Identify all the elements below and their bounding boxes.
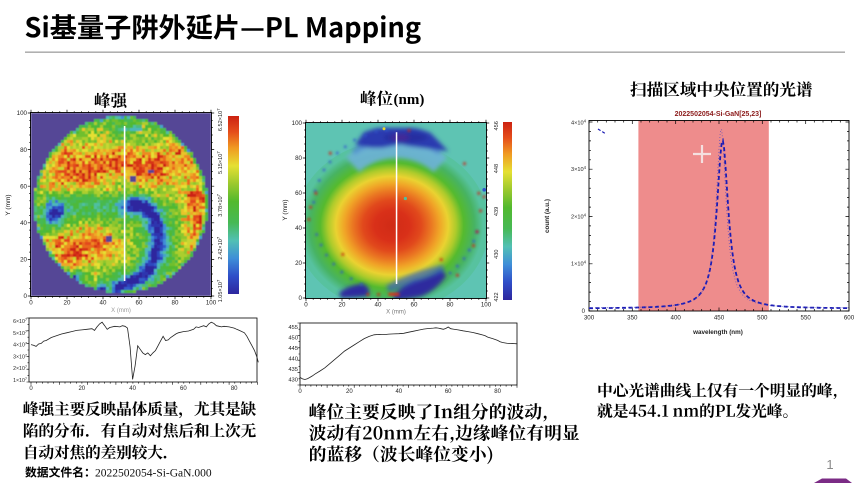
svg-text:80: 80 (172, 300, 179, 307)
svg-text:550: 550 (801, 315, 812, 322)
svg-text:X (mm): X (mm) (111, 308, 131, 314)
svg-text:2022502054-Si-GaN[25,23]: 2022502054-Si-GaN[25,23] (675, 111, 762, 118)
svg-text:40: 40 (395, 389, 402, 395)
svg-text:40: 40 (100, 300, 107, 307)
svg-text:60: 60 (180, 386, 187, 392)
svg-text:430: 430 (288, 378, 298, 384)
svg-text:Y (mm): Y (mm) (5, 194, 12, 215)
svg-text:20: 20 (20, 257, 27, 264)
svg-text:100: 100 (481, 302, 492, 309)
svg-text:2.42×107: 2.42×107 (216, 236, 224, 259)
svg-text:435: 435 (288, 367, 298, 373)
svg-text:0: 0 (29, 300, 33, 307)
svg-text:80: 80 (295, 155, 302, 162)
svg-text:2×104: 2×104 (571, 212, 587, 220)
svg-text:422: 422 (494, 292, 500, 301)
svg-text:80: 80 (447, 302, 454, 309)
svg-text:2022502054-Si-GaN.000: 2022502054-Si-GaN.000 (95, 468, 212, 480)
svg-text:445: 445 (288, 346, 298, 352)
svg-text:20: 20 (339, 302, 346, 309)
svg-text:40: 40 (20, 220, 27, 227)
svg-text:600: 600 (844, 315, 855, 322)
svg-text:100: 100 (17, 110, 28, 117)
svg-text:0: 0 (298, 389, 302, 395)
svg-text:60: 60 (295, 190, 302, 197)
svg-text:2×107: 2×107 (13, 364, 27, 372)
svg-text:440: 440 (288, 357, 298, 363)
svg-text:(nm): (nm) (394, 92, 425, 108)
svg-text:448: 448 (494, 164, 500, 173)
svg-text:80: 80 (231, 386, 238, 392)
svg-text:60: 60 (20, 183, 27, 190)
svg-text:1×107: 1×107 (13, 376, 27, 384)
svg-text:40: 40 (375, 302, 382, 309)
svg-text:40: 40 (129, 386, 136, 392)
svg-text:80: 80 (20, 147, 27, 154)
svg-text:400: 400 (671, 315, 682, 322)
svg-text:count (a.u.): count (a.u.) (544, 199, 551, 233)
svg-text:3×107: 3×107 (13, 352, 27, 360)
svg-text:Y (mm): Y (mm) (282, 199, 289, 220)
svg-text:450: 450 (288, 336, 298, 342)
svg-text:1: 1 (826, 457, 833, 472)
svg-text:0: 0 (299, 295, 303, 302)
svg-text:500: 500 (757, 315, 768, 322)
svg-text:0: 0 (29, 386, 33, 392)
svg-text:4×107: 4×107 (13, 341, 27, 349)
svg-text:6×107: 6×107 (13, 317, 27, 325)
svg-text:20: 20 (346, 389, 353, 395)
svg-text:0: 0 (582, 309, 586, 315)
svg-text:20: 20 (64, 300, 71, 307)
svg-text:350: 350 (627, 315, 638, 322)
svg-text:6.52×107: 6.52×107 (216, 108, 224, 131)
svg-text:100: 100 (292, 120, 303, 127)
svg-text:3.78×107: 3.78×107 (216, 193, 224, 216)
svg-text:439: 439 (494, 207, 500, 216)
svg-text:456: 456 (494, 121, 500, 130)
svg-text:1.05×107: 1.05×107 (216, 279, 224, 302)
svg-text:4×104: 4×104 (571, 119, 587, 127)
svg-text:5×107: 5×107 (13, 329, 27, 337)
svg-text:40: 40 (295, 225, 302, 232)
svg-text:0: 0 (24, 293, 28, 300)
svg-text:1×104: 1×104 (571, 260, 587, 268)
svg-text:60: 60 (445, 389, 452, 395)
svg-text:0: 0 (304, 302, 308, 309)
svg-text:300: 300 (584, 315, 595, 322)
svg-text:60: 60 (411, 302, 418, 309)
svg-text:wavelength (nm): wavelength (nm) (692, 329, 743, 336)
svg-text:100: 100 (206, 300, 217, 307)
svg-text:20: 20 (295, 260, 302, 267)
svg-text:20: 20 (78, 386, 85, 392)
svg-text:X (mm): X (mm) (386, 310, 406, 316)
svg-text:60: 60 (136, 300, 143, 307)
svg-text:5.15×107: 5.15×107 (216, 151, 224, 174)
svg-text:450: 450 (714, 315, 725, 322)
svg-text:455: 455 (288, 325, 298, 331)
svg-text:3×104: 3×104 (571, 165, 587, 173)
svg-text:430: 430 (494, 250, 500, 259)
svg-text:80: 80 (494, 389, 501, 395)
